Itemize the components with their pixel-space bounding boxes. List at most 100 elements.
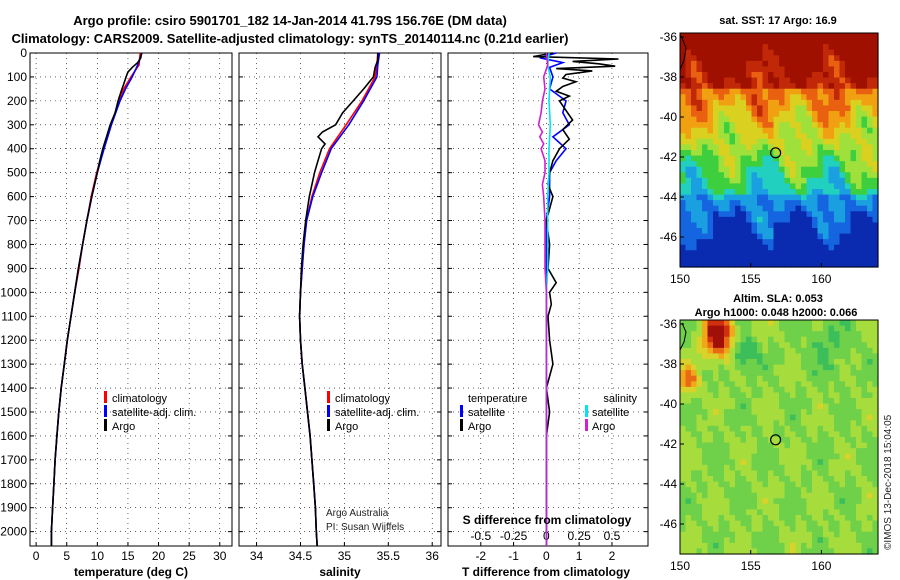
heatmap-cell xyxy=(861,239,868,246)
heatmap-cell xyxy=(795,453,802,460)
heatmap-cell xyxy=(773,403,780,410)
heatmap-cell xyxy=(735,487,742,494)
heatmap-cell xyxy=(691,239,698,246)
heatmap-cell xyxy=(872,133,879,140)
heatmap-cell xyxy=(707,155,714,162)
heatmap-cell xyxy=(724,459,731,466)
heatmap-cell xyxy=(729,403,736,410)
heatmap-cell xyxy=(696,49,703,56)
heatmap-cell xyxy=(779,99,786,107)
heatmap-cell xyxy=(757,239,764,246)
heatmap-cell xyxy=(867,38,874,45)
heatmap-cell xyxy=(713,370,720,377)
heatmap-cell xyxy=(751,481,758,488)
heatmap-cell xyxy=(861,177,868,185)
heatmap-cell xyxy=(713,487,720,494)
heatmap-cell xyxy=(729,537,736,544)
heatmap-cell xyxy=(740,425,747,433)
heatmap-cell xyxy=(757,492,764,499)
heatmap-cell xyxy=(729,487,736,494)
heatmap-cell xyxy=(713,111,720,118)
heatmap-cell xyxy=(850,250,857,257)
heatmap-cell xyxy=(724,77,731,84)
heatmap-cell xyxy=(740,336,747,343)
heatmap-cell xyxy=(790,172,797,179)
heatmap-cell xyxy=(834,44,841,51)
heatmap-cell xyxy=(735,437,742,444)
heatmap-cell xyxy=(735,336,742,343)
heatmap-cell xyxy=(828,228,835,235)
heatmap-cell xyxy=(740,60,747,68)
heatmap-cell xyxy=(718,155,725,162)
heatmap-cell xyxy=(685,503,692,511)
heatmap-cell xyxy=(801,250,808,257)
heatmap-cell xyxy=(696,244,703,251)
heatmap-cell xyxy=(812,442,819,449)
heatmap-cell xyxy=(823,537,830,544)
heatmap-cell xyxy=(724,111,731,118)
heatmap-cell xyxy=(713,83,720,90)
heatmap-cell xyxy=(724,370,731,377)
heatmap-cell xyxy=(823,233,830,240)
heatmap-cell xyxy=(861,542,868,550)
heatmap-cell xyxy=(740,216,747,224)
heatmap-cell xyxy=(713,239,720,246)
series-line-argo xyxy=(50,52,143,546)
heatmap-cell xyxy=(751,172,758,179)
heatmap-cell xyxy=(806,425,813,433)
heatmap-cell xyxy=(707,498,714,505)
heatmap-cell xyxy=(867,161,874,168)
heatmap-cell xyxy=(707,459,714,466)
heatmap-cell xyxy=(751,200,758,207)
heatmap-cell xyxy=(861,228,868,235)
heatmap-cell xyxy=(740,255,747,263)
heatmap-cell xyxy=(707,325,714,332)
heatmap-cell xyxy=(856,398,863,405)
heatmap-cell xyxy=(751,60,758,68)
heatmap-cell xyxy=(740,66,747,73)
heatmap-cell xyxy=(768,526,775,533)
heatmap-cell xyxy=(680,492,687,499)
heatmap-cell xyxy=(828,442,835,449)
heatmap-cell xyxy=(823,77,830,84)
heatmap-cell xyxy=(834,437,841,444)
heatmap-cell xyxy=(806,520,813,527)
heatmap-cell xyxy=(795,531,802,538)
heatmap-cell xyxy=(817,542,824,550)
heatmap-cell xyxy=(845,183,852,190)
heatmap-cell xyxy=(795,189,802,196)
heatmap-cell xyxy=(762,353,769,360)
heatmap-cell xyxy=(861,487,868,494)
heatmap-cell xyxy=(795,431,802,438)
heatmap-cell xyxy=(801,342,808,349)
heatmap-cell xyxy=(872,425,879,433)
heatmap-cell xyxy=(746,72,753,79)
heatmap-cell xyxy=(812,49,819,56)
heatmap-cell xyxy=(713,105,720,112)
heatmap-cell xyxy=(751,38,758,45)
heatmap-cell xyxy=(867,353,874,360)
heatmap-cell xyxy=(762,261,769,268)
heatmap-cell xyxy=(867,392,874,399)
heatmap-cell xyxy=(691,531,698,538)
heatmap-cell xyxy=(806,548,813,555)
lat-label: -42 xyxy=(660,150,678,164)
heatmap-cell xyxy=(696,144,703,151)
heatmap-cell xyxy=(773,342,780,349)
heatmap-cell xyxy=(762,250,769,257)
heatmap-cell xyxy=(779,537,786,544)
heatmap-cell xyxy=(696,325,703,332)
heatmap-cell xyxy=(867,409,874,416)
heatmap-cell xyxy=(685,99,692,107)
heatmap-cell xyxy=(707,38,714,45)
heatmap-cell xyxy=(856,44,863,51)
heatmap-cell xyxy=(718,60,725,68)
heatmap-cell xyxy=(702,542,709,550)
heatmap-cell xyxy=(691,509,698,516)
heatmap-cell xyxy=(718,72,725,79)
heatmap-cell xyxy=(685,392,692,399)
heatmap-cell xyxy=(834,359,841,366)
heatmap-cell xyxy=(856,336,863,343)
heatmap-cell xyxy=(724,448,731,455)
heatmap-cell xyxy=(861,537,868,544)
